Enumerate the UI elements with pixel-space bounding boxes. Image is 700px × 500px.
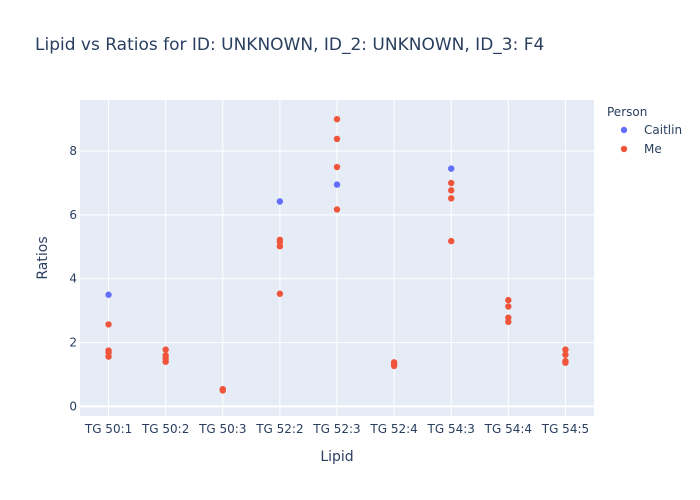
x-tick-label: TG 54:4 (484, 422, 532, 436)
data-point-me (333, 163, 341, 171)
x-axis-title: Lipid (320, 449, 353, 465)
data-point-me (448, 237, 455, 245)
x-tick-label: TG 52:4 (369, 422, 417, 436)
y-tick-label: 0 (69, 399, 77, 413)
data-point-me (162, 358, 169, 365)
data-point-me (448, 187, 455, 194)
data-point-caitlin (448, 165, 455, 172)
chart-title: Lipid vs Ratios for ID: UNKNOWN, ID_2: U… (35, 35, 544, 55)
y-tick-label: 2 (69, 336, 77, 350)
data-point-me (219, 387, 226, 394)
data-point-me (562, 359, 569, 366)
data-point-me (505, 318, 512, 326)
y-tick-label: 8 (69, 144, 77, 158)
data-point-me (505, 296, 512, 304)
data-point-me (505, 303, 512, 310)
x-tick-label: TG 50:1 (84, 422, 132, 436)
x-tick-label: TG 54:3 (427, 422, 475, 436)
data-point-me (448, 195, 455, 202)
y-axis-title: Ratios (35, 236, 51, 279)
x-tick-label: TG 54:5 (541, 422, 589, 436)
data-point-me (333, 135, 341, 143)
data-point-me (105, 353, 112, 360)
data-point-me (162, 346, 169, 353)
data-point-me (390, 362, 398, 370)
legend: Person Caitlin Me (607, 105, 682, 156)
data-point-caitlin (105, 291, 112, 298)
data-points (105, 115, 569, 394)
data-point-caitlin (333, 181, 341, 188)
data-point-me (105, 321, 112, 328)
legend-marker (620, 126, 628, 134)
x-tick-label: TG 52:3 (312, 422, 360, 436)
data-point-me (562, 346, 569, 353)
data-point-me (448, 179, 455, 187)
data-point-me (333, 115, 341, 123)
legend-label: Me (644, 142, 662, 156)
data-point-me (276, 242, 284, 250)
data-point-me (276, 290, 284, 297)
y-tick-label: 6 (69, 208, 77, 222)
x-tick-label: TG 50:3 (198, 422, 246, 436)
data-point-me (562, 351, 569, 358)
legend-title: Person (607, 105, 647, 119)
x-tick-label: TG 50:2 (141, 422, 189, 436)
data-point-me (333, 206, 341, 213)
x-tick-label: TG 52:2 (255, 422, 303, 436)
x-tick-labels: TG 50:1 TG 50:2 TG 50:3 TG 52:2 TG 52:3 TG 52… (84, 422, 589, 436)
legend-label: Caitlin (644, 123, 682, 137)
y-tick-labels: 0 2 4 6 8 (69, 144, 77, 413)
gridlines (80, 100, 594, 416)
legend-marker (620, 145, 628, 153)
y-tick-label: 4 (69, 272, 77, 286)
data-point-caitlin (276, 198, 284, 205)
